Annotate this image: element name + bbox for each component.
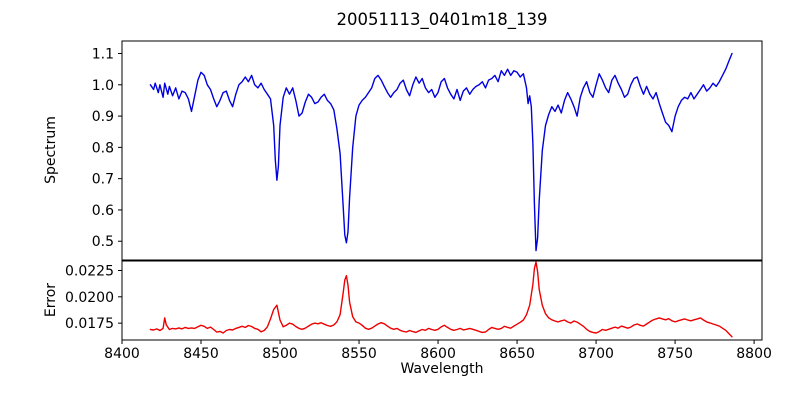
x-tick-label: 8550 xyxy=(341,346,377,362)
x-tick-label: 8650 xyxy=(499,346,535,362)
spectrum-line xyxy=(149,52,733,252)
spectrum-y-tick-label: 1.0 xyxy=(92,78,114,94)
spectrum-frame xyxy=(121,40,763,261)
x-tick-label: 8800 xyxy=(736,346,772,362)
error-y-tick-label: 0.0225 xyxy=(65,263,114,279)
spectrum-y-tick-label: 0.7 xyxy=(92,172,114,188)
x-tick-label: 8450 xyxy=(183,346,219,362)
error-frame xyxy=(121,260,763,341)
spectrum-y-tick-label: 0.8 xyxy=(92,140,114,156)
x-axis-label: Wavelength xyxy=(400,361,484,377)
spectrum-y-tick-label: 0.6 xyxy=(92,203,114,219)
spectrum-y-tick-label: 0.5 xyxy=(92,234,114,250)
x-tick-label: 8750 xyxy=(657,346,693,362)
x-tick-label: 8700 xyxy=(578,346,614,362)
spectrum-y-tick-label: 0.9 xyxy=(92,109,114,125)
error-line xyxy=(149,261,733,338)
chart-title: 20051113_0401m18_139 xyxy=(336,10,548,29)
error-y-tick-label: 0.0200 xyxy=(65,290,114,306)
x-tick-label: 8600 xyxy=(420,346,456,362)
spectrum-y-tick-label: 1.1 xyxy=(92,47,114,63)
y-axis-label-error: Error xyxy=(43,282,59,318)
error-y-tick-label: 0.0175 xyxy=(65,316,114,332)
x-tick-label: 8400 xyxy=(104,346,140,362)
y-axis-label-spectrum: Spectrum xyxy=(43,116,59,184)
x-tick-label: 8500 xyxy=(262,346,298,362)
